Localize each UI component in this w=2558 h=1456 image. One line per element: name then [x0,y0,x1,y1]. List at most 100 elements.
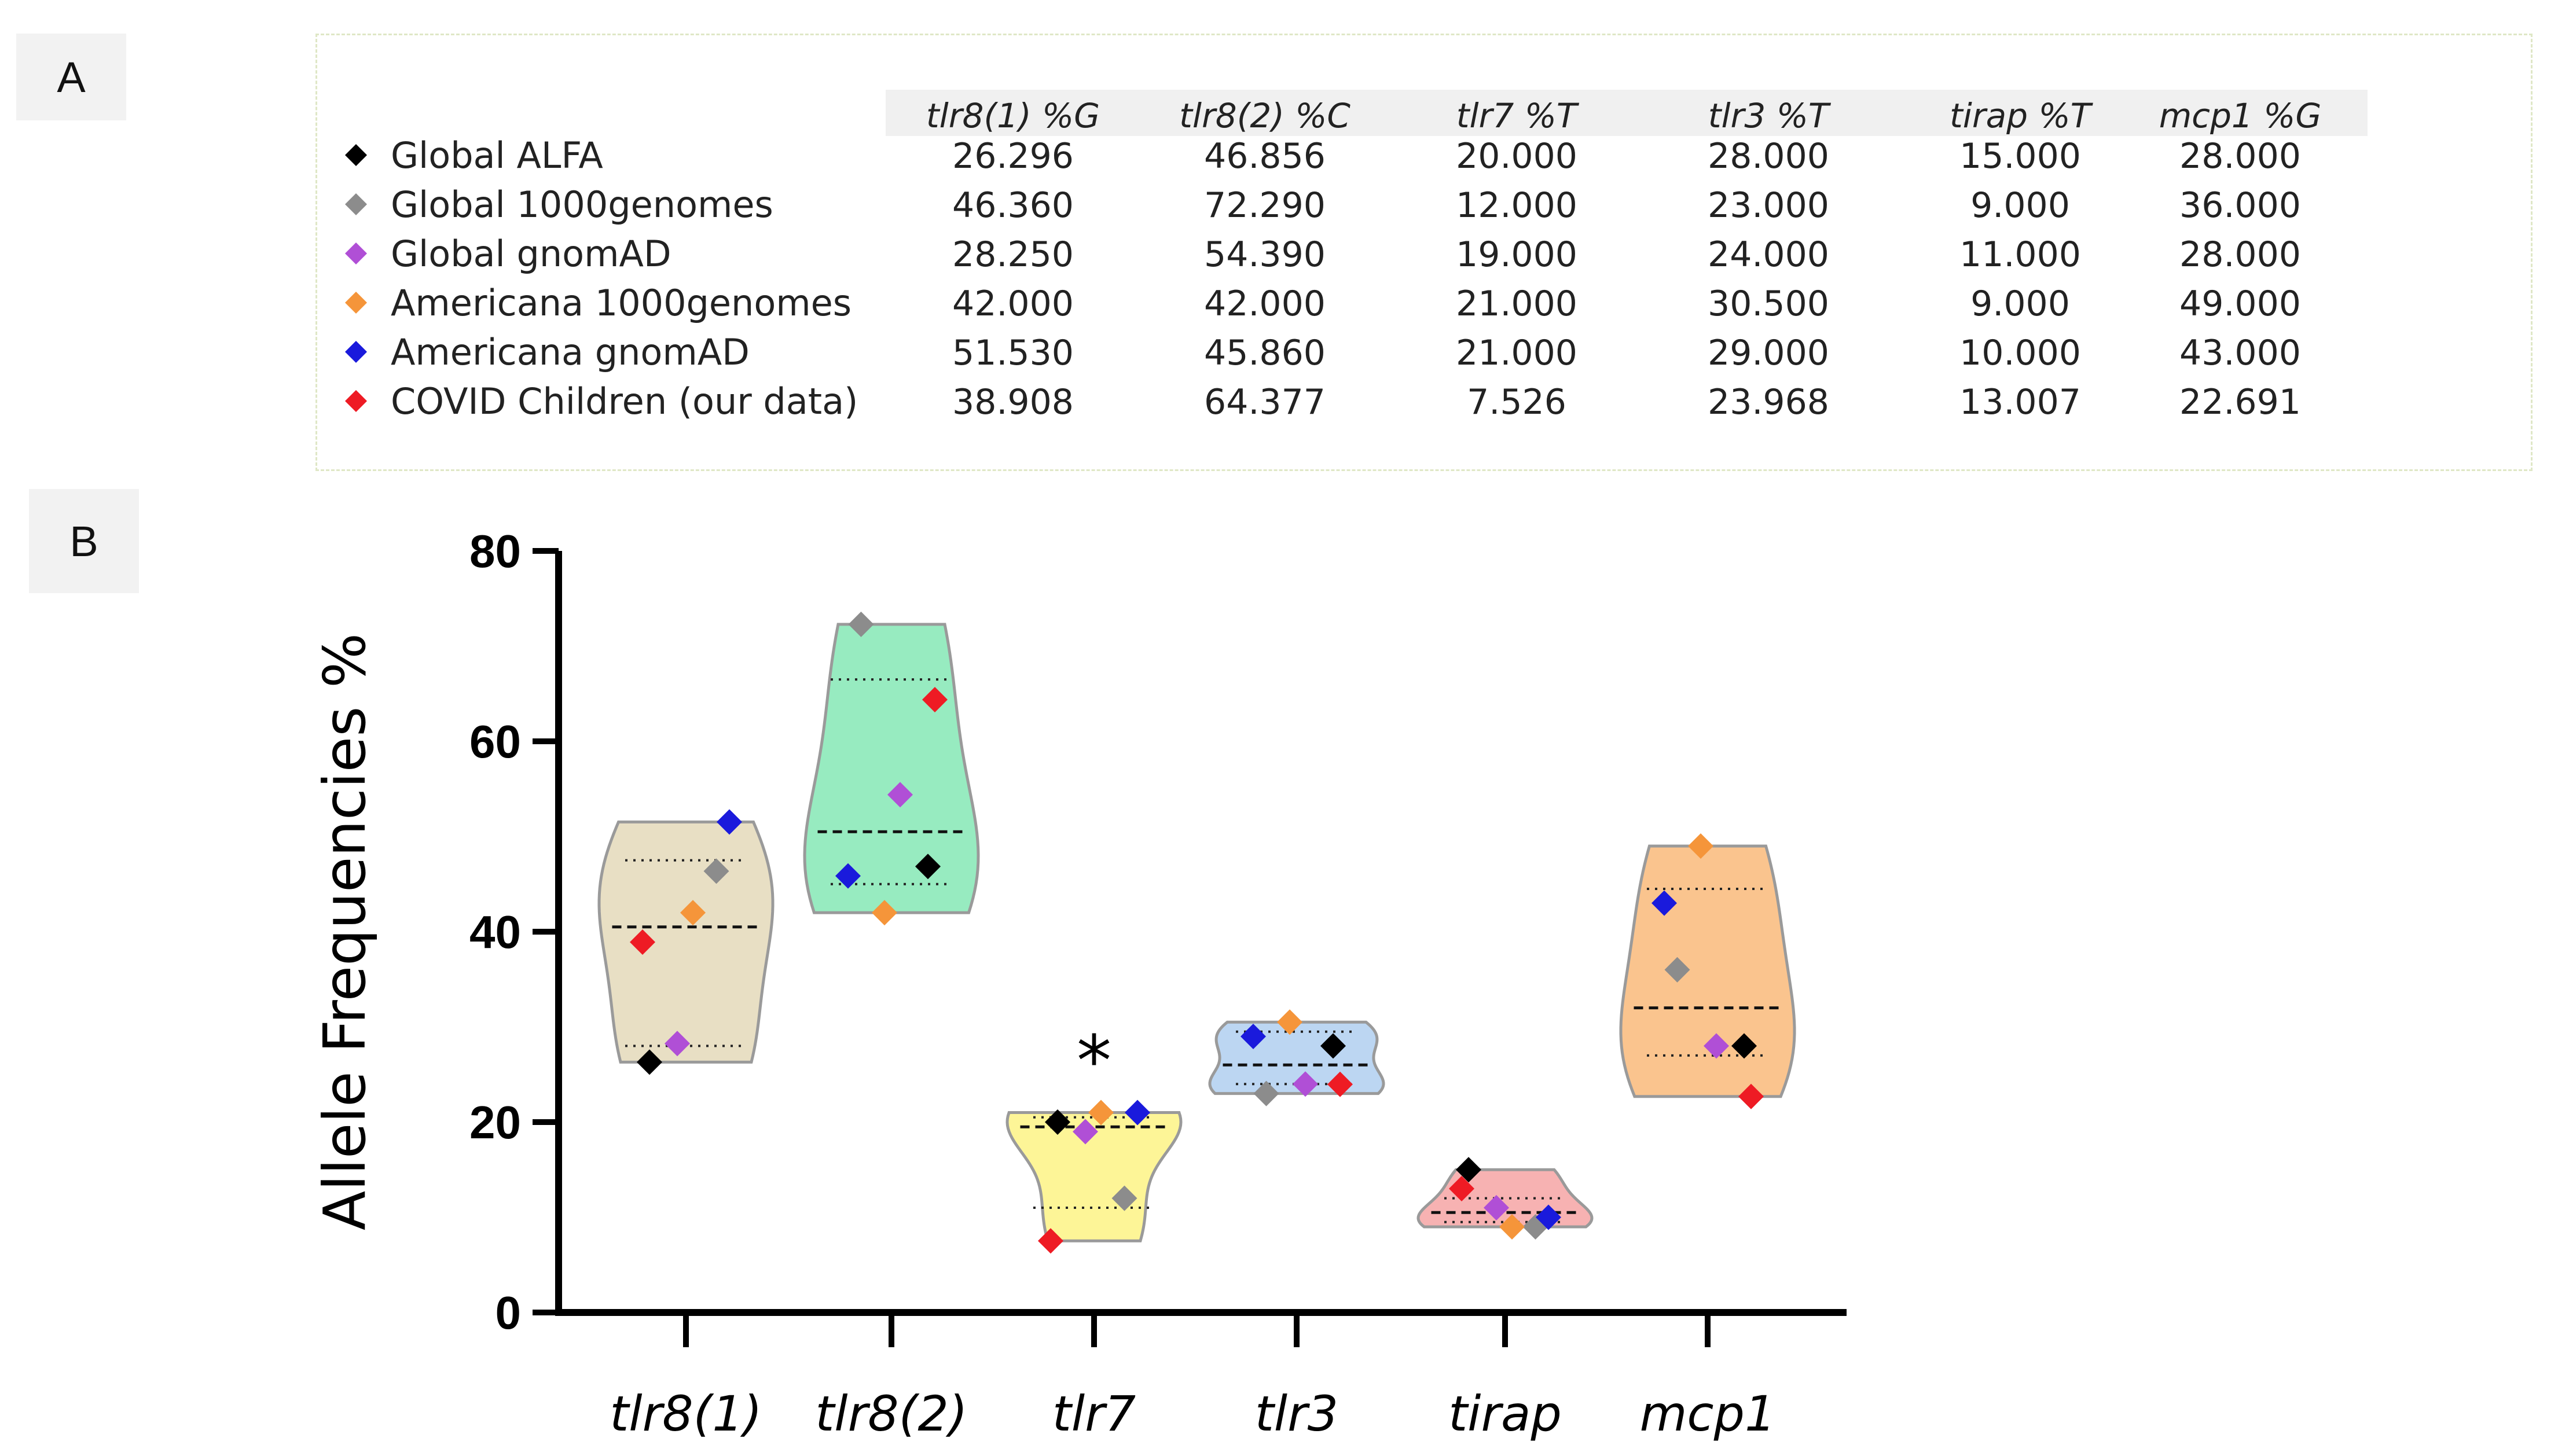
data-point [835,863,861,889]
legend-diamond-icon [345,144,367,166]
table-cell: 38.908 [952,382,1074,422]
table-cell: 26.296 [952,136,1074,177]
table-cell: 12.000 [1456,185,1577,226]
data-point [665,1031,690,1057]
x-tick-label: mcp1 [1640,1385,1776,1442]
y-tick-label: 40 [469,906,521,958]
table-cell: 72.290 [1204,185,1326,226]
data-point [1073,1119,1098,1145]
legend-diamond-icon [345,292,367,314]
violin-tlr8(1) [597,820,775,1064]
data-point [1320,1033,1346,1059]
data-point [1484,1195,1509,1221]
table-cell: 46.360 [952,185,1074,226]
data-point [1088,1100,1114,1126]
frequency-table: tlr8(1) %G tlr8(2) %C tlr7 %T tlr3 %T tirap … [345,90,2368,422]
table-row-label: Americana gnomAD [391,331,750,373]
table-cell: 64.377 [1204,382,1326,422]
table-column-header: tlr3 %T [1708,96,1832,135]
x-tick-label: tirap [1448,1385,1562,1442]
table-column-header: tirap %T [1950,96,2094,135]
table-cell: 43.000 [2179,333,2301,373]
data-point [1456,1157,1481,1183]
violin-tlr8(2) [803,623,980,914]
data-point [1499,1214,1525,1240]
data-point [1045,1109,1070,1135]
table-cell: 21.000 [1456,333,1577,373]
data-point [1704,1033,1729,1059]
data-point [630,929,655,955]
y-tick-label: 60 [469,716,521,767]
table-cell: 23.968 [1708,382,1829,422]
data-point [1738,1083,1764,1109]
data-point [680,900,706,926]
table-cell: 10.000 [1959,333,2081,373]
table-row-label: Global ALFA [391,134,603,177]
panel-label-a: A [16,34,126,120]
data-point [915,854,941,880]
table-cell: 36.000 [2179,185,2301,226]
table-cell: 23.000 [1708,185,1829,226]
data-point [1125,1100,1150,1126]
table-cell: 45.860 [1204,333,1326,373]
data-point [1253,1080,1279,1106]
table-cell: 22.691 [2179,382,2301,422]
table-cell: 51.530 [952,333,1074,373]
data-point [1327,1071,1353,1097]
data-point [1688,833,1713,859]
data-point [1293,1071,1318,1097]
table-cell: 42.000 [952,284,1074,324]
x-tick-label: tlr3 [1255,1385,1338,1442]
data-point [717,809,742,835]
data-point [848,611,874,637]
table-cell: 20.000 [1456,136,1577,177]
table-column-header: tlr7 %T [1456,96,1580,135]
table-row-label: Global 1000genomes [391,183,773,226]
data-point [1664,957,1690,983]
table-cell: 19.000 [1456,234,1577,275]
table-header-bg [886,90,2368,136]
table-column-header: tlr8(2) %C [1179,96,1350,135]
data-point [637,1049,662,1075]
legend-diamond-icon [345,242,367,264]
table-cell: 49.000 [2179,284,2301,324]
table-row-label: COVID Children (our data) [391,380,858,422]
table-cell: 28.000 [2179,234,2301,275]
table-cell: 29.000 [1708,333,1829,373]
data-point [887,782,913,808]
significance-annotation: * [1077,1021,1111,1102]
data-point [872,900,897,926]
data-point [922,686,948,712]
data-point [1651,890,1677,916]
frequency-table-box [315,34,2533,471]
table-cell: 42.000 [1204,284,1326,324]
legend-diamond-icon [345,193,367,215]
panel-label-b: B [29,489,139,593]
table-column-header: tlr8(1) %G [926,96,1100,135]
table-cell: 9.000 [1970,185,2070,226]
data-point [703,858,729,884]
table-cell: 54.390 [1204,234,1326,275]
x-tick-label: tlr8(2) [815,1385,967,1442]
data-point [1241,1023,1266,1049]
table-cell: 7.526 [1467,382,1566,422]
y-tick-label: 20 [469,1097,521,1148]
data-point [1536,1204,1561,1230]
table-cell: 21.000 [1456,284,1577,324]
data-point [1111,1185,1137,1211]
table-cell: 9.000 [1970,284,2070,324]
data-point [1731,1033,1757,1059]
y-tick-label: 0 [496,1287,522,1339]
table-row-label: Global gnomAD [391,233,671,275]
table-cell: 15.000 [1959,136,2081,177]
data-point [1449,1176,1474,1202]
violin-mcp1 [1619,844,1796,1098]
table-cell: 28.250 [952,234,1074,275]
table-cell: 24.000 [1708,234,1829,275]
table-cell: 11.000 [1959,234,2081,275]
table-cell: 28.000 [2179,136,2301,177]
y-axis-label: Allele Frequencies % [311,633,379,1230]
table-cell: 30.500 [1708,284,1829,324]
table-column-header: mcp1 %G [2159,96,2322,135]
